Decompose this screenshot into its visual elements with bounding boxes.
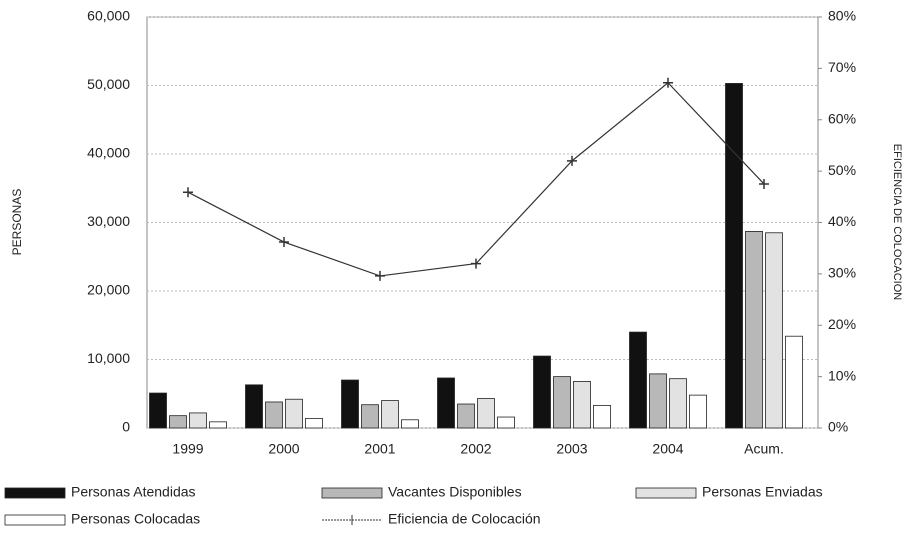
y-tick-label: 10,000 — [87, 350, 130, 366]
bar — [437, 377, 455, 429]
bar — [629, 331, 647, 429]
bar — [361, 404, 379, 429]
x-tick-label: 2004 — [652, 441, 683, 457]
y2-tick-label: 40% — [828, 213, 856, 229]
bar — [189, 412, 207, 429]
y-tick-label: 40,000 — [87, 145, 130, 161]
line — [187, 81, 765, 277]
line-marker — [567, 155, 577, 166]
y-tick-label: 0 — [122, 419, 130, 435]
bar — [669, 378, 687, 429]
bar — [285, 398, 303, 429]
bar — [341, 379, 359, 429]
x-tick-label: 1999 — [172, 441, 203, 457]
bar — [265, 401, 283, 429]
y-axis-label: PERSONAS — [10, 189, 24, 256]
legend-label: Personas Atendidas — [71, 484, 196, 500]
bar — [649, 373, 667, 429]
legend-label: Eficiencia de Colocación — [388, 511, 541, 527]
line-marker — [183, 187, 193, 198]
x-tick-label: 2002 — [460, 441, 491, 457]
legend-label: Personas Colocadas — [71, 511, 200, 527]
bar — [245, 384, 263, 429]
bar — [149, 392, 167, 429]
legend-label: Personas Enviadas — [702, 484, 823, 500]
bar — [381, 400, 399, 429]
bar — [477, 398, 495, 429]
y-tick-label: 20,000 — [87, 282, 130, 298]
bar — [169, 415, 187, 429]
x-tick-label: 2003 — [556, 441, 587, 457]
bar — [457, 403, 475, 429]
y2-tick-label: 60% — [828, 110, 856, 126]
bar — [533, 355, 551, 429]
bar — [497, 416, 515, 429]
y2-axis-label: EFICIENCIA DE COLOCACION — [891, 144, 903, 301]
legend-label: Vacantes Disponibles — [388, 484, 522, 500]
y2-tick-label: 0% — [828, 419, 848, 435]
y2-tick-label: 50% — [828, 162, 856, 178]
bar — [553, 376, 571, 429]
x-tick-label: Acum. — [744, 441, 784, 457]
bar — [765, 232, 783, 429]
legend-swatch — [321, 487, 383, 499]
line-marker — [471, 258, 481, 269]
line-marker — [279, 237, 289, 248]
legend-swatch — [635, 487, 697, 499]
y2-tick-label: 80% — [828, 8, 856, 24]
y2-tick-label: 20% — [828, 316, 856, 332]
y-tick-label: 60,000 — [87, 8, 130, 24]
x-tick-label: 2000 — [268, 441, 299, 457]
line-marker — [663, 77, 673, 88]
y-tick-label: 50,000 — [87, 76, 130, 92]
bar — [745, 231, 763, 429]
line-marker — [375, 270, 385, 281]
y2-tick-label: 30% — [828, 265, 856, 281]
bar — [209, 421, 227, 429]
x-tick-label: 2001 — [364, 441, 395, 457]
bar — [725, 83, 743, 429]
y2-tick-label: 10% — [828, 367, 856, 383]
legend-swatch — [4, 487, 66, 499]
bar — [573, 381, 591, 429]
line-marker — [759, 178, 769, 189]
legend-swatch — [4, 514, 66, 526]
y-tick-label: 30,000 — [87, 213, 130, 229]
y2-tick-label: 70% — [828, 59, 856, 75]
bar — [401, 419, 419, 429]
bar — [593, 404, 611, 429]
bar — [305, 418, 323, 429]
bar — [785, 335, 803, 429]
bar — [689, 394, 707, 429]
